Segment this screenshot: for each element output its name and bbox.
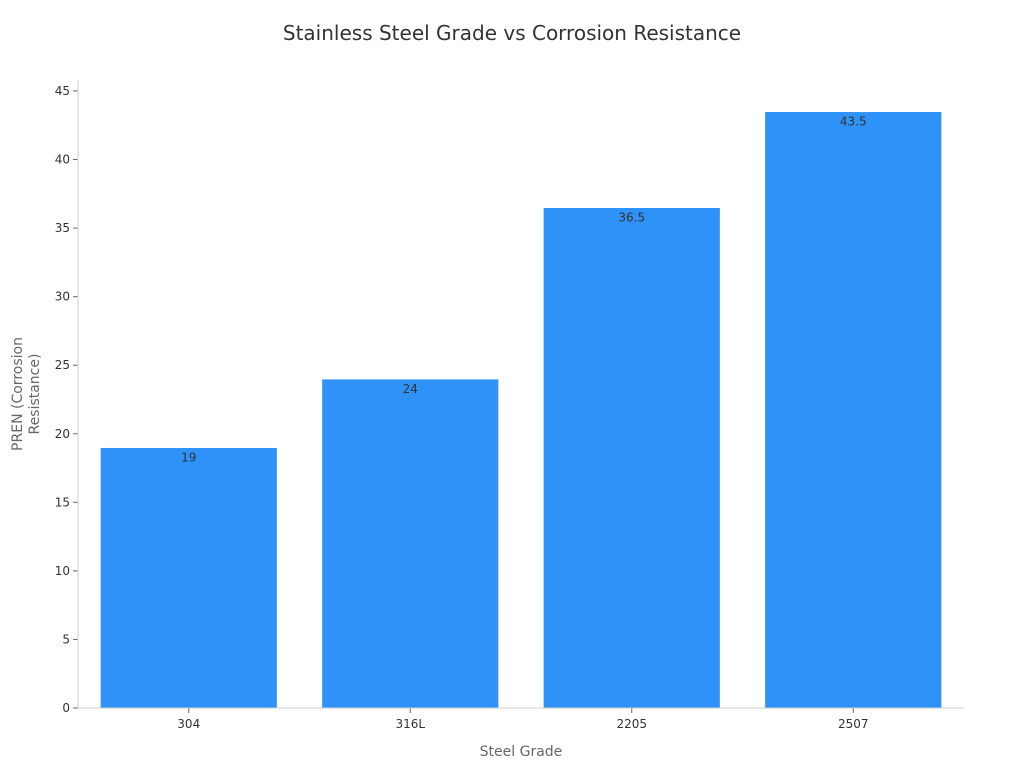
x-tick-label-304: 304 (177, 717, 200, 731)
y-tick-label: 30 (55, 290, 70, 304)
x-axis-label: Steel Grade (480, 744, 563, 760)
y-tick-label: 45 (55, 84, 70, 98)
data-label-2205: 36.5 (618, 211, 645, 225)
data-label-316l: 24 (403, 382, 418, 396)
x-tick-label-2507: 2507 (838, 717, 869, 731)
y-tick-label: 5 (62, 632, 70, 646)
bar-316l (321, 378, 500, 709)
y-tick-label: 25 (55, 358, 70, 372)
y-tick-label: 15 (55, 495, 70, 509)
y-tick-label: 35 (55, 221, 70, 235)
y-axis-label-line-2: Resistance) (27, 354, 43, 435)
y-tick-label: 10 (55, 564, 70, 578)
y-axis-ticks: 0 5 10 15 20 25 30 35 40 45 (55, 84, 78, 715)
bar-2507 (764, 111, 943, 709)
data-label-2507: 43.5 (840, 115, 867, 129)
bar-304 (99, 446, 278, 709)
bar-2205 (542, 207, 721, 709)
bars: 19 24 36.5 43.5 (99, 111, 943, 709)
y-tick-label: 0 (62, 701, 70, 715)
y-tick-label: 40 (55, 153, 70, 167)
data-label-304: 19 (181, 450, 196, 464)
x-tick-label-2205: 2205 (616, 717, 647, 731)
x-axis-ticks: 304 316L 2205 2507 (177, 708, 869, 731)
y-axis-label: PREN (Corrosion Resistance) (10, 337, 43, 451)
y-axis-label-line-1: PREN (Corrosion (10, 337, 26, 451)
y-tick-label: 20 (55, 427, 70, 441)
chart-title: Stainless Steel Grade vs Corrosion Resis… (283, 21, 741, 45)
x-tick-label-316l: 316L (395, 717, 425, 731)
